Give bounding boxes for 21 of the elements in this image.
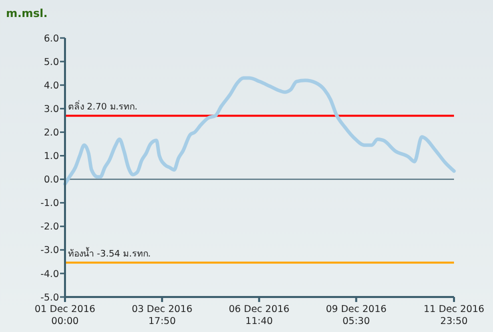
y-axis-title: m.msl. — [6, 7, 48, 20]
ref-line-label: ตลิ่ง 2.70 ม.รทก. — [68, 100, 138, 113]
x-tick-label: 09 Dec 2016 05:30 — [326, 304, 387, 327]
y-tick-label: 5.0 — [44, 56, 59, 68]
line-series — [63, 76, 456, 186]
y-tick-label: 2.0 — [44, 128, 59, 139]
y-tick-label: -1.0 — [40, 198, 59, 210]
y-tick-label: 3.0 — [44, 104, 59, 115]
x-tick-label: 03 Dec 2016 17:50 — [132, 304, 192, 327]
y-tick-label: 4.0 — [44, 80, 59, 92]
x-tick-label: 01 Dec 2016 00:00 — [34, 304, 96, 327]
y-tick-label: -3.0 — [40, 245, 59, 256]
y-tick-label: 0.0 — [44, 174, 59, 186]
x-tick-label: 06 Dec 2016 11:40 — [228, 304, 290, 327]
y-tick-label: 6.0 — [44, 33, 59, 44]
y-tick-label: 1.0 — [44, 151, 59, 162]
ref-line-label: ท้องน้ำ -3.54 ม.รทก. — [68, 246, 151, 260]
y-tick-label: -5.0 — [40, 292, 59, 304]
y-tick-label: -4.0 — [40, 268, 59, 280]
x-tick-label: 11 Dec 2016 23:50 — [424, 304, 484, 327]
y-tick-label: -2.0 — [40, 222, 59, 233]
